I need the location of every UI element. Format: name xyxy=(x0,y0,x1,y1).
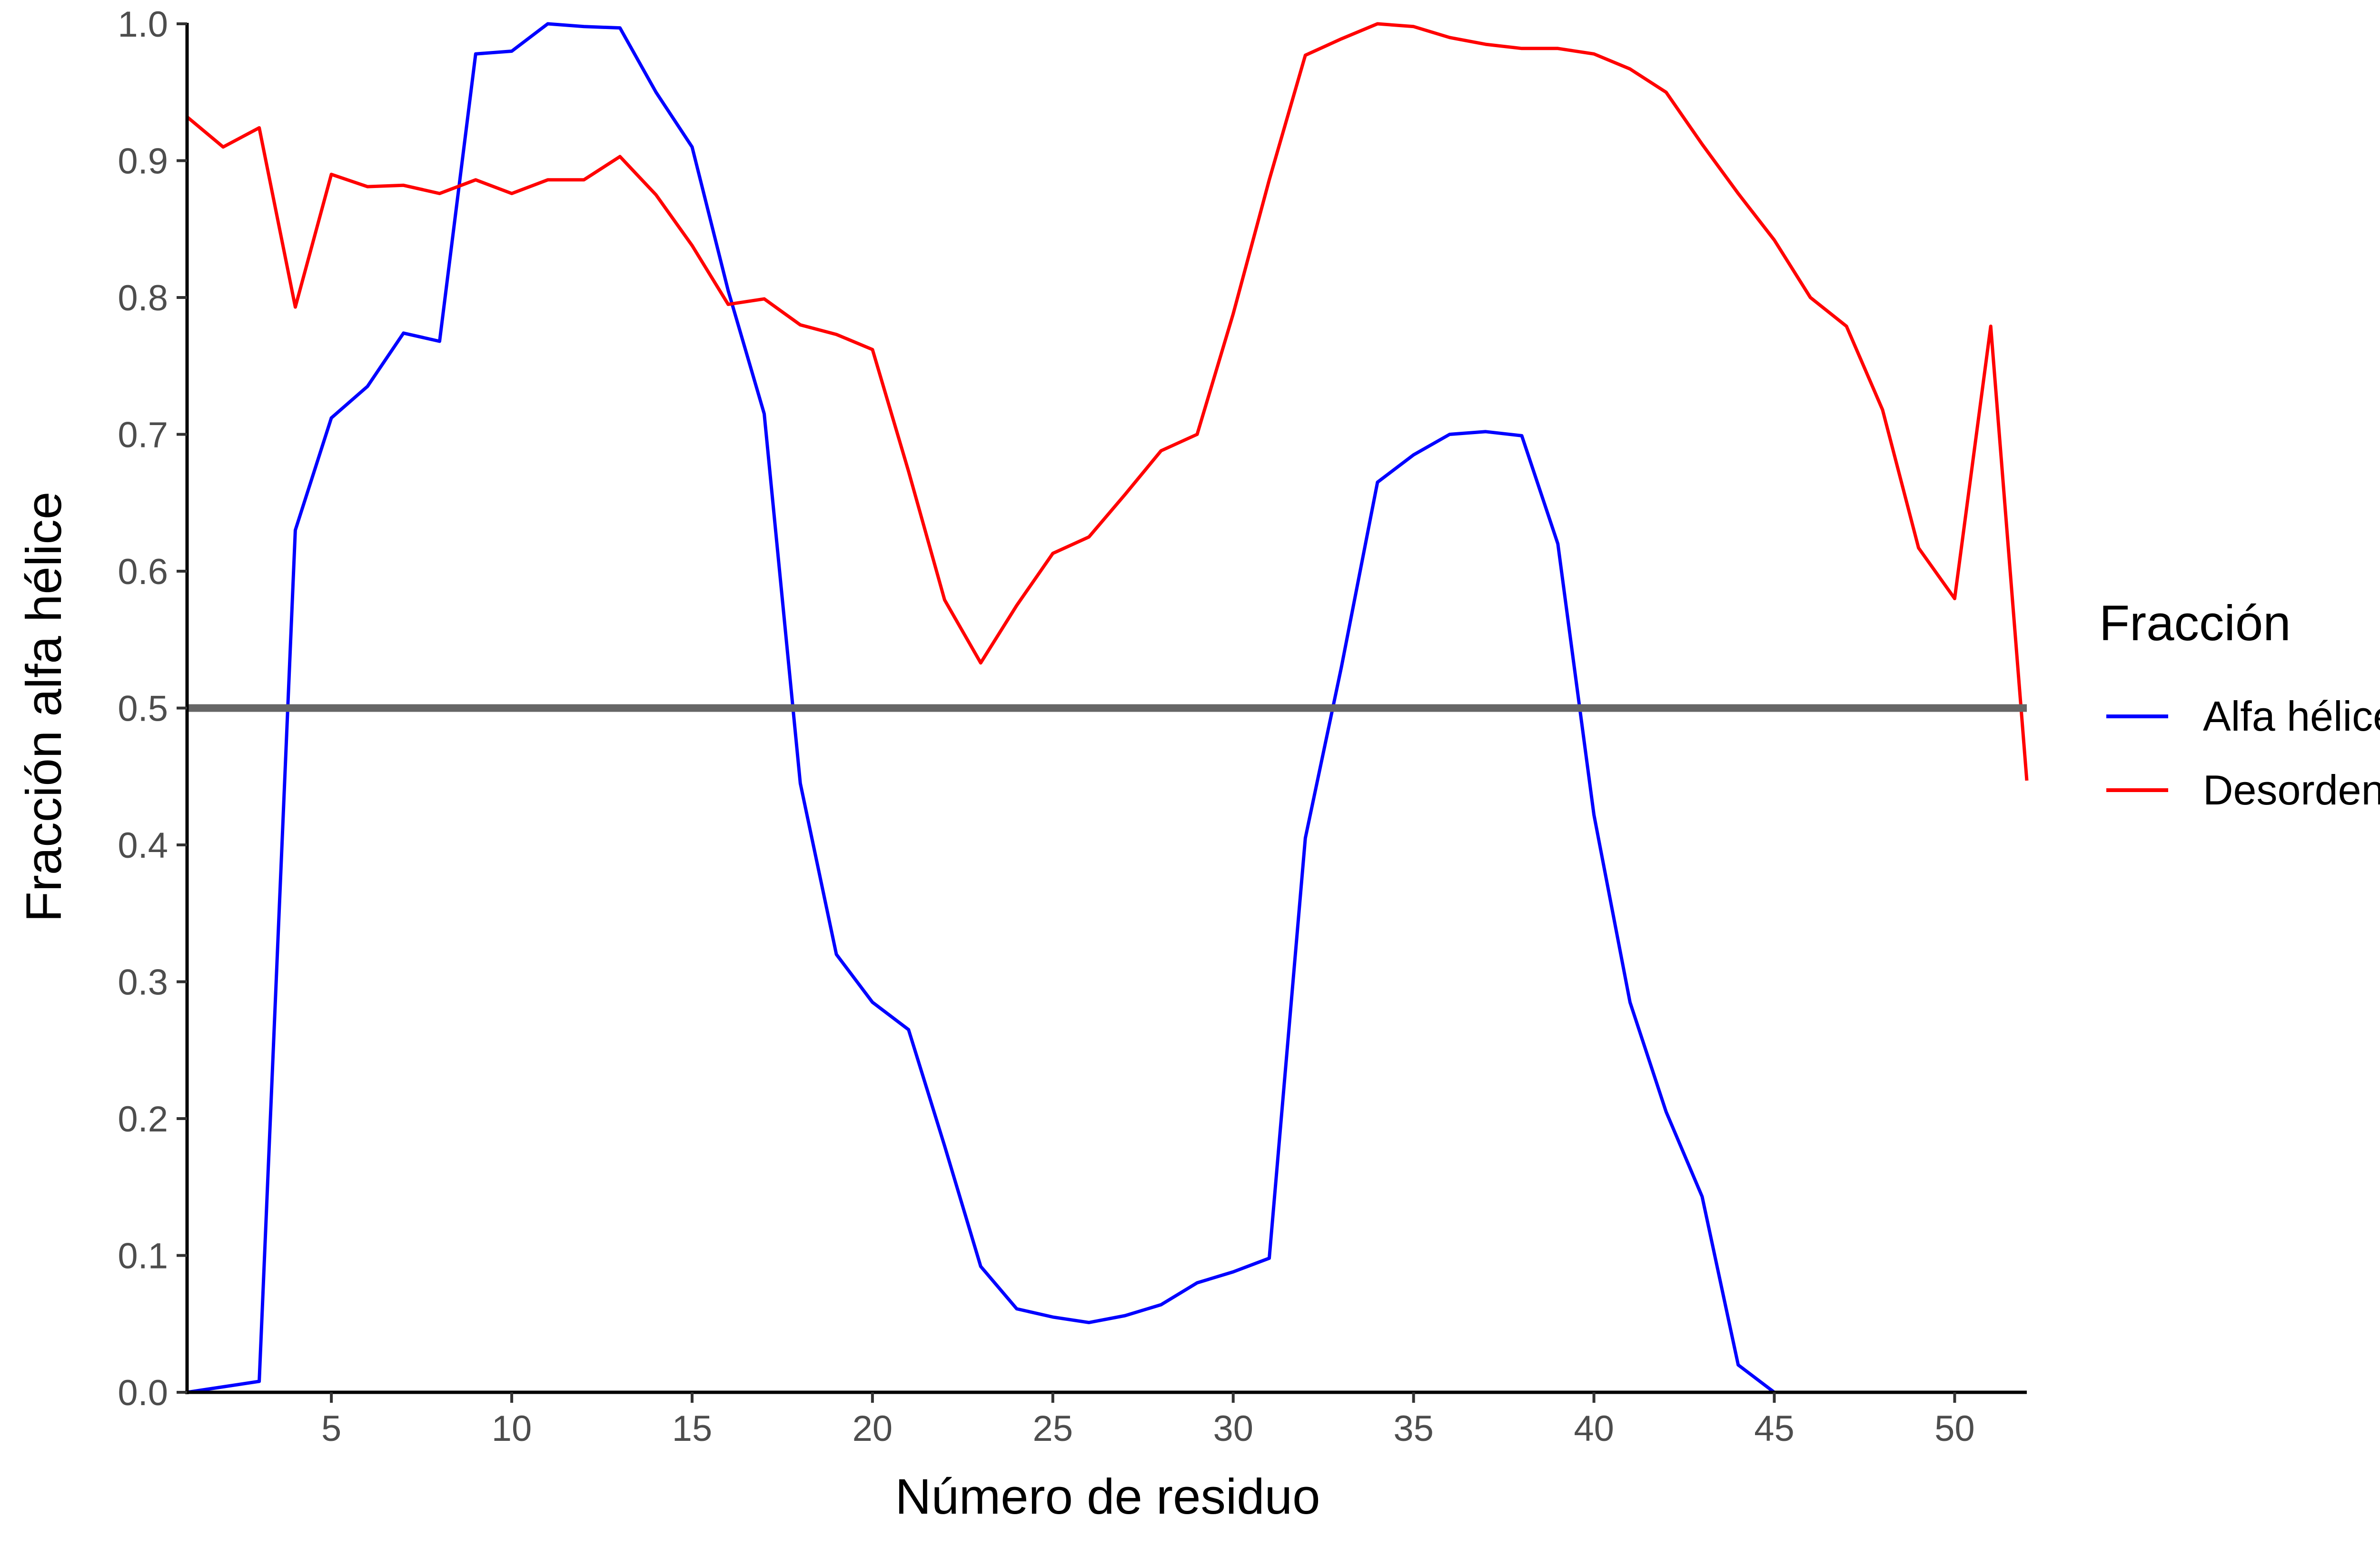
y-tick-label: 0.6 xyxy=(118,552,168,592)
x-tick-label: 40 xyxy=(1574,1408,1614,1449)
legend-item-desorden: Desorden xyxy=(2106,766,2380,813)
x-tick-label: 45 xyxy=(1754,1408,1795,1449)
y-tick-label: 0.0 xyxy=(118,1373,168,1413)
y-tick-label: 0.1 xyxy=(118,1236,168,1277)
x-tick-label: 20 xyxy=(853,1408,893,1449)
y-tick-label: 0.7 xyxy=(118,415,168,456)
x-tick-label: 15 xyxy=(672,1408,713,1449)
legend-label-alfa-helice: Alfa hélice xyxy=(2203,693,2380,740)
y-tick-label: 0.9 xyxy=(118,141,168,182)
x-tick-label: 30 xyxy=(1213,1408,1253,1449)
x-tick-label: 10 xyxy=(492,1408,532,1449)
y-tick-label: 0.3 xyxy=(118,962,168,1003)
legend-item-alfa-helice: Alfa hélice xyxy=(2106,693,2380,740)
x-tick-label: 50 xyxy=(1934,1408,1975,1449)
y-tick-label: 0.5 xyxy=(118,689,168,729)
series-line-desorden xyxy=(186,22,2029,781)
x-tick-label: 25 xyxy=(1033,1408,1073,1449)
y-tick-label: 0.2 xyxy=(118,1099,168,1140)
axes: 0.0 0.1 0.2 0.3 0.4 0.5 0.6 0.7 0.8 0.9 1.0 5 10 15 20… xyxy=(118,4,2027,1449)
y-tick-label: 0.8 xyxy=(118,278,168,318)
x-axis-title: Número de residuo xyxy=(895,1469,1320,1525)
x-tick-label: 5 xyxy=(321,1408,341,1449)
y-tick-label: 1.0 xyxy=(118,4,168,45)
legend-label-desorden: Desorden xyxy=(2203,766,2380,813)
series-line-alfa-helice xyxy=(187,22,1775,1394)
y-tick-label: 0.4 xyxy=(118,825,168,866)
legend-title: Fracción xyxy=(2099,595,2291,651)
plot-area xyxy=(186,22,2029,1394)
x-tick-label: 35 xyxy=(1393,1408,1434,1449)
legend: Fracción Alfa hélice Desorden xyxy=(2099,595,2380,813)
y-axis-title: Fracción alfa hélice xyxy=(16,492,72,922)
